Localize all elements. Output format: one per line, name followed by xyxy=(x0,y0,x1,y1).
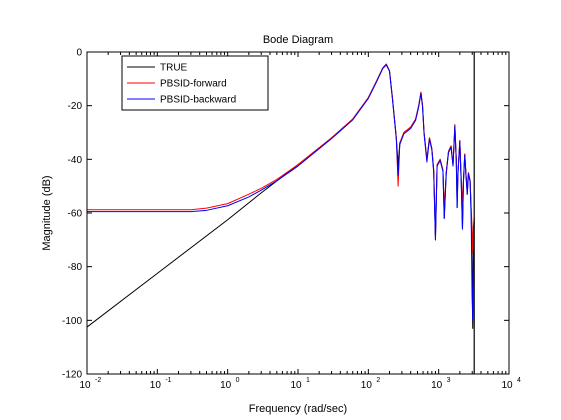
x-tick-label: 10 xyxy=(361,380,373,391)
x-tick-label: 10 xyxy=(150,380,162,391)
x-axis-title: Frequency (rad/sec) xyxy=(249,403,347,415)
x-tick-label: 10 xyxy=(501,380,513,391)
legend: TRUE PBSID-forward PBSID-backward xyxy=(121,55,269,111)
legend-box xyxy=(121,55,269,111)
y-axis-title: Magnitude (dB) xyxy=(41,175,53,250)
x-tick-exponent: -1 xyxy=(165,377,171,384)
y-tick-label: -60 xyxy=(68,209,83,220)
x-tick-exponent: 2 xyxy=(376,377,380,384)
legend-label: TRUE xyxy=(160,63,188,74)
ticks-layer: 10 -2 10 -1 10 0 10 1 10 2 10 3 10 40-20-40-60-80-100… xyxy=(62,48,521,392)
y-tick-label: -80 xyxy=(68,262,83,273)
legend-entries: TRUE PBSID-forward PBSID-backward xyxy=(127,63,236,106)
x-tick-exponent: 1 xyxy=(306,377,310,384)
x-tick-exponent: 0 xyxy=(236,377,240,384)
x-tick-exponent: 4 xyxy=(517,377,521,384)
chart-title: Bode Diagram xyxy=(263,34,333,46)
legend-label: PBSID-backward xyxy=(160,95,236,106)
y-tick-label: -120 xyxy=(62,370,82,381)
x-tick-exponent: -2 xyxy=(95,377,101,384)
series-layer xyxy=(87,52,475,374)
legend-label: PBSID-forward xyxy=(160,79,227,90)
x-tick-exponent: 3 xyxy=(447,377,451,384)
x-tick-label: 10 xyxy=(290,380,302,391)
y-tick-label: -20 xyxy=(68,101,83,112)
y-tick-label: -100 xyxy=(62,316,82,327)
x-tick-label: 10 xyxy=(220,380,232,391)
y-tick-label: -40 xyxy=(68,155,83,166)
y-tick-label: 0 xyxy=(76,48,82,59)
series-line-pbsid-backward xyxy=(87,64,475,321)
x-tick-label: 10 xyxy=(431,380,443,391)
x-tick-label: 10 xyxy=(79,380,91,391)
